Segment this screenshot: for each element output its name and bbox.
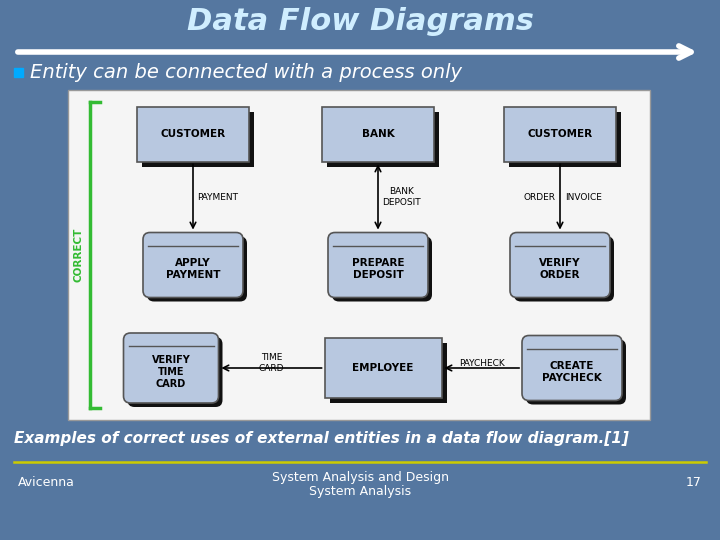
Text: System Analysis: System Analysis bbox=[309, 485, 411, 498]
Text: CORRECT: CORRECT bbox=[74, 228, 84, 282]
Text: Entity can be connected with a process only: Entity can be connected with a process o… bbox=[30, 64, 462, 83]
Text: EMPLOYEE: EMPLOYEE bbox=[352, 363, 414, 373]
FancyBboxPatch shape bbox=[332, 237, 432, 301]
Text: CUSTOMER: CUSTOMER bbox=[528, 129, 593, 139]
FancyBboxPatch shape bbox=[143, 233, 243, 298]
Bar bbox=[142, 111, 254, 166]
Text: Avicenna: Avicenna bbox=[18, 476, 75, 489]
Text: System Analysis and Design: System Analysis and Design bbox=[271, 470, 449, 483]
Text: 17: 17 bbox=[686, 476, 702, 489]
Bar bbox=[137, 106, 249, 161]
Bar bbox=[68, 90, 650, 420]
FancyBboxPatch shape bbox=[328, 233, 428, 298]
Text: INVOICE: INVOICE bbox=[565, 192, 602, 201]
Text: VERIFY
TIME
CARD: VERIFY TIME CARD bbox=[152, 355, 190, 389]
Bar bbox=[504, 106, 616, 161]
Text: APPLY
PAYMENT: APPLY PAYMENT bbox=[166, 258, 220, 280]
Bar bbox=[327, 111, 439, 166]
Bar bbox=[322, 106, 434, 161]
FancyBboxPatch shape bbox=[147, 237, 247, 301]
Text: PAYMENT: PAYMENT bbox=[197, 192, 238, 201]
Text: VERIFY
ORDER: VERIFY ORDER bbox=[539, 258, 581, 280]
Text: CREATE
PAYCHECK: CREATE PAYCHECK bbox=[542, 361, 602, 383]
Bar bbox=[325, 338, 441, 398]
Text: TIME
CARD: TIME CARD bbox=[258, 353, 284, 373]
FancyBboxPatch shape bbox=[522, 335, 622, 401]
Text: ORDER: ORDER bbox=[523, 192, 555, 201]
Text: PREPARE
DEPOSIT: PREPARE DEPOSIT bbox=[352, 258, 404, 280]
Bar bbox=[14, 68, 23, 77]
Text: Examples of correct uses of external entities in a data flow diagram.[1]: Examples of correct uses of external ent… bbox=[14, 430, 629, 445]
Text: BANK
DEPOSIT: BANK DEPOSIT bbox=[382, 187, 420, 207]
Text: Data Flow Diagrams: Data Flow Diagrams bbox=[186, 8, 534, 37]
Text: PAYCHECK: PAYCHECK bbox=[459, 359, 505, 368]
FancyBboxPatch shape bbox=[127, 337, 222, 407]
Bar bbox=[509, 111, 621, 166]
FancyBboxPatch shape bbox=[514, 237, 614, 301]
Text: BANK: BANK bbox=[361, 129, 395, 139]
Text: CUSTOMER: CUSTOMER bbox=[161, 129, 225, 139]
FancyBboxPatch shape bbox=[124, 333, 218, 403]
FancyBboxPatch shape bbox=[510, 233, 610, 298]
Bar bbox=[330, 343, 446, 403]
FancyBboxPatch shape bbox=[526, 340, 626, 404]
